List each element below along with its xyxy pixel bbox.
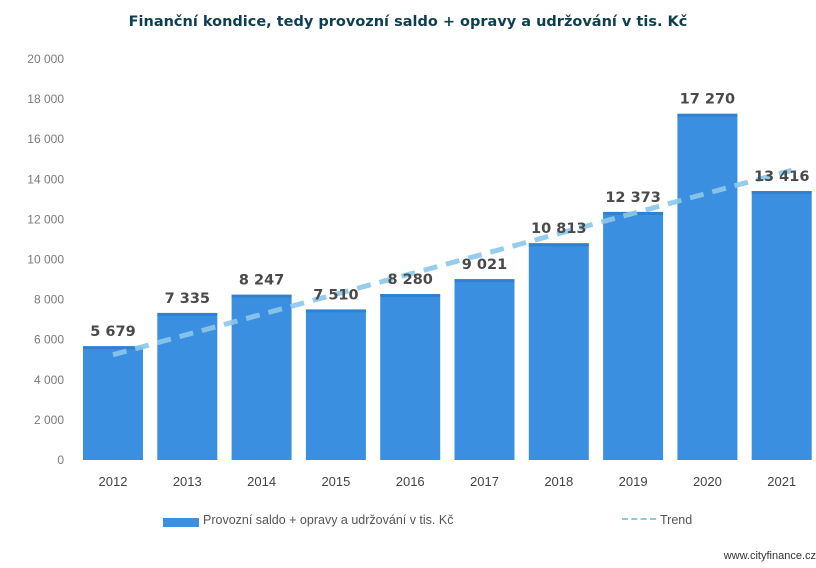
x-tick-label: 2013 [173, 474, 202, 489]
y-tick-label: 18 000 [27, 92, 64, 106]
bar-top-edge [231, 294, 292, 298]
bar [454, 279, 515, 460]
data-label: 17 270 [680, 92, 736, 108]
bar-top-edge [157, 312, 218, 316]
x-axis-ticks: 2012 2013 2014 2015 2016 2017 2018 2019 2020 2021 [99, 474, 797, 489]
x-tick-label: 2016 [396, 474, 425, 489]
data-label: 13 416 [754, 169, 810, 185]
bar [380, 293, 441, 460]
bar [305, 309, 366, 460]
x-tick-label: 2021 [767, 474, 796, 489]
trend-line [112, 167, 793, 358]
y-axis-ticks: 0 2 000 4 000 6 000 8 000 10 000 12 000 14 000 1… [27, 52, 64, 467]
chart-title: Finanční kondice, tedy provozní saldo + … [128, 14, 688, 30]
bars [83, 113, 812, 460]
y-tick-label: 10 000 [27, 253, 64, 267]
x-tick-label: 2012 [99, 474, 128, 489]
data-label: 7 510 [313, 287, 358, 303]
data-label: 8 280 [387, 272, 432, 288]
data-label: 5 679 [90, 324, 135, 340]
y-tick-label: 12 000 [27, 212, 64, 226]
bar [83, 346, 143, 460]
bar-top-edge [751, 191, 812, 195]
bar-top-edge [380, 293, 441, 297]
bar [603, 211, 664, 460]
x-tick-label: 2018 [544, 474, 573, 489]
y-tick-label: 2 000 [34, 413, 64, 427]
bar [751, 191, 812, 460]
data-label: 7 335 [165, 291, 210, 307]
y-tick-label: 4 000 [34, 373, 64, 387]
x-tick-label: 2020 [693, 474, 722, 489]
source-credit: www.cityfinance.cz [723, 550, 816, 562]
legend-bar-label: Provozní saldo + opravy a udržování v ti… [203, 513, 454, 527]
legend-bar-swatch [163, 518, 199, 527]
x-tick-label: 2014 [247, 474, 276, 489]
x-tick-label: 2015 [321, 474, 350, 489]
data-label: 8 247 [239, 273, 284, 289]
y-tick-label: 8 000 [34, 293, 64, 307]
y-tick-label: 6 000 [34, 333, 64, 347]
y-tick-label: 20 000 [27, 52, 64, 66]
bar-top-edge [677, 113, 738, 117]
x-tick-label: 2019 [619, 474, 648, 489]
data-label: 9 021 [462, 257, 507, 273]
y-tick-label: 14 000 [27, 172, 64, 186]
bar-top-edge [305, 309, 366, 313]
y-tick-label: 0 [57, 453, 64, 467]
bar-top-edge [528, 243, 589, 247]
trend-line-group [112, 167, 793, 358]
data-label: 12 373 [605, 190, 661, 206]
bar-top-edge [83, 346, 143, 350]
bar [528, 243, 589, 460]
legend-trend-swatch [622, 518, 656, 520]
x-tick-label: 2017 [470, 474, 499, 489]
data-label: 10 813 [531, 221, 587, 237]
y-tick-label: 16 000 [27, 132, 64, 146]
legend-trend-label: Trend [660, 513, 693, 527]
bar-top-edge [454, 279, 515, 283]
bar [677, 113, 738, 460]
data-labels: 5 679 7 335 8 247 7 510 8 280 9 021 10 813 12 3… [90, 92, 809, 340]
bar [231, 294, 292, 460]
